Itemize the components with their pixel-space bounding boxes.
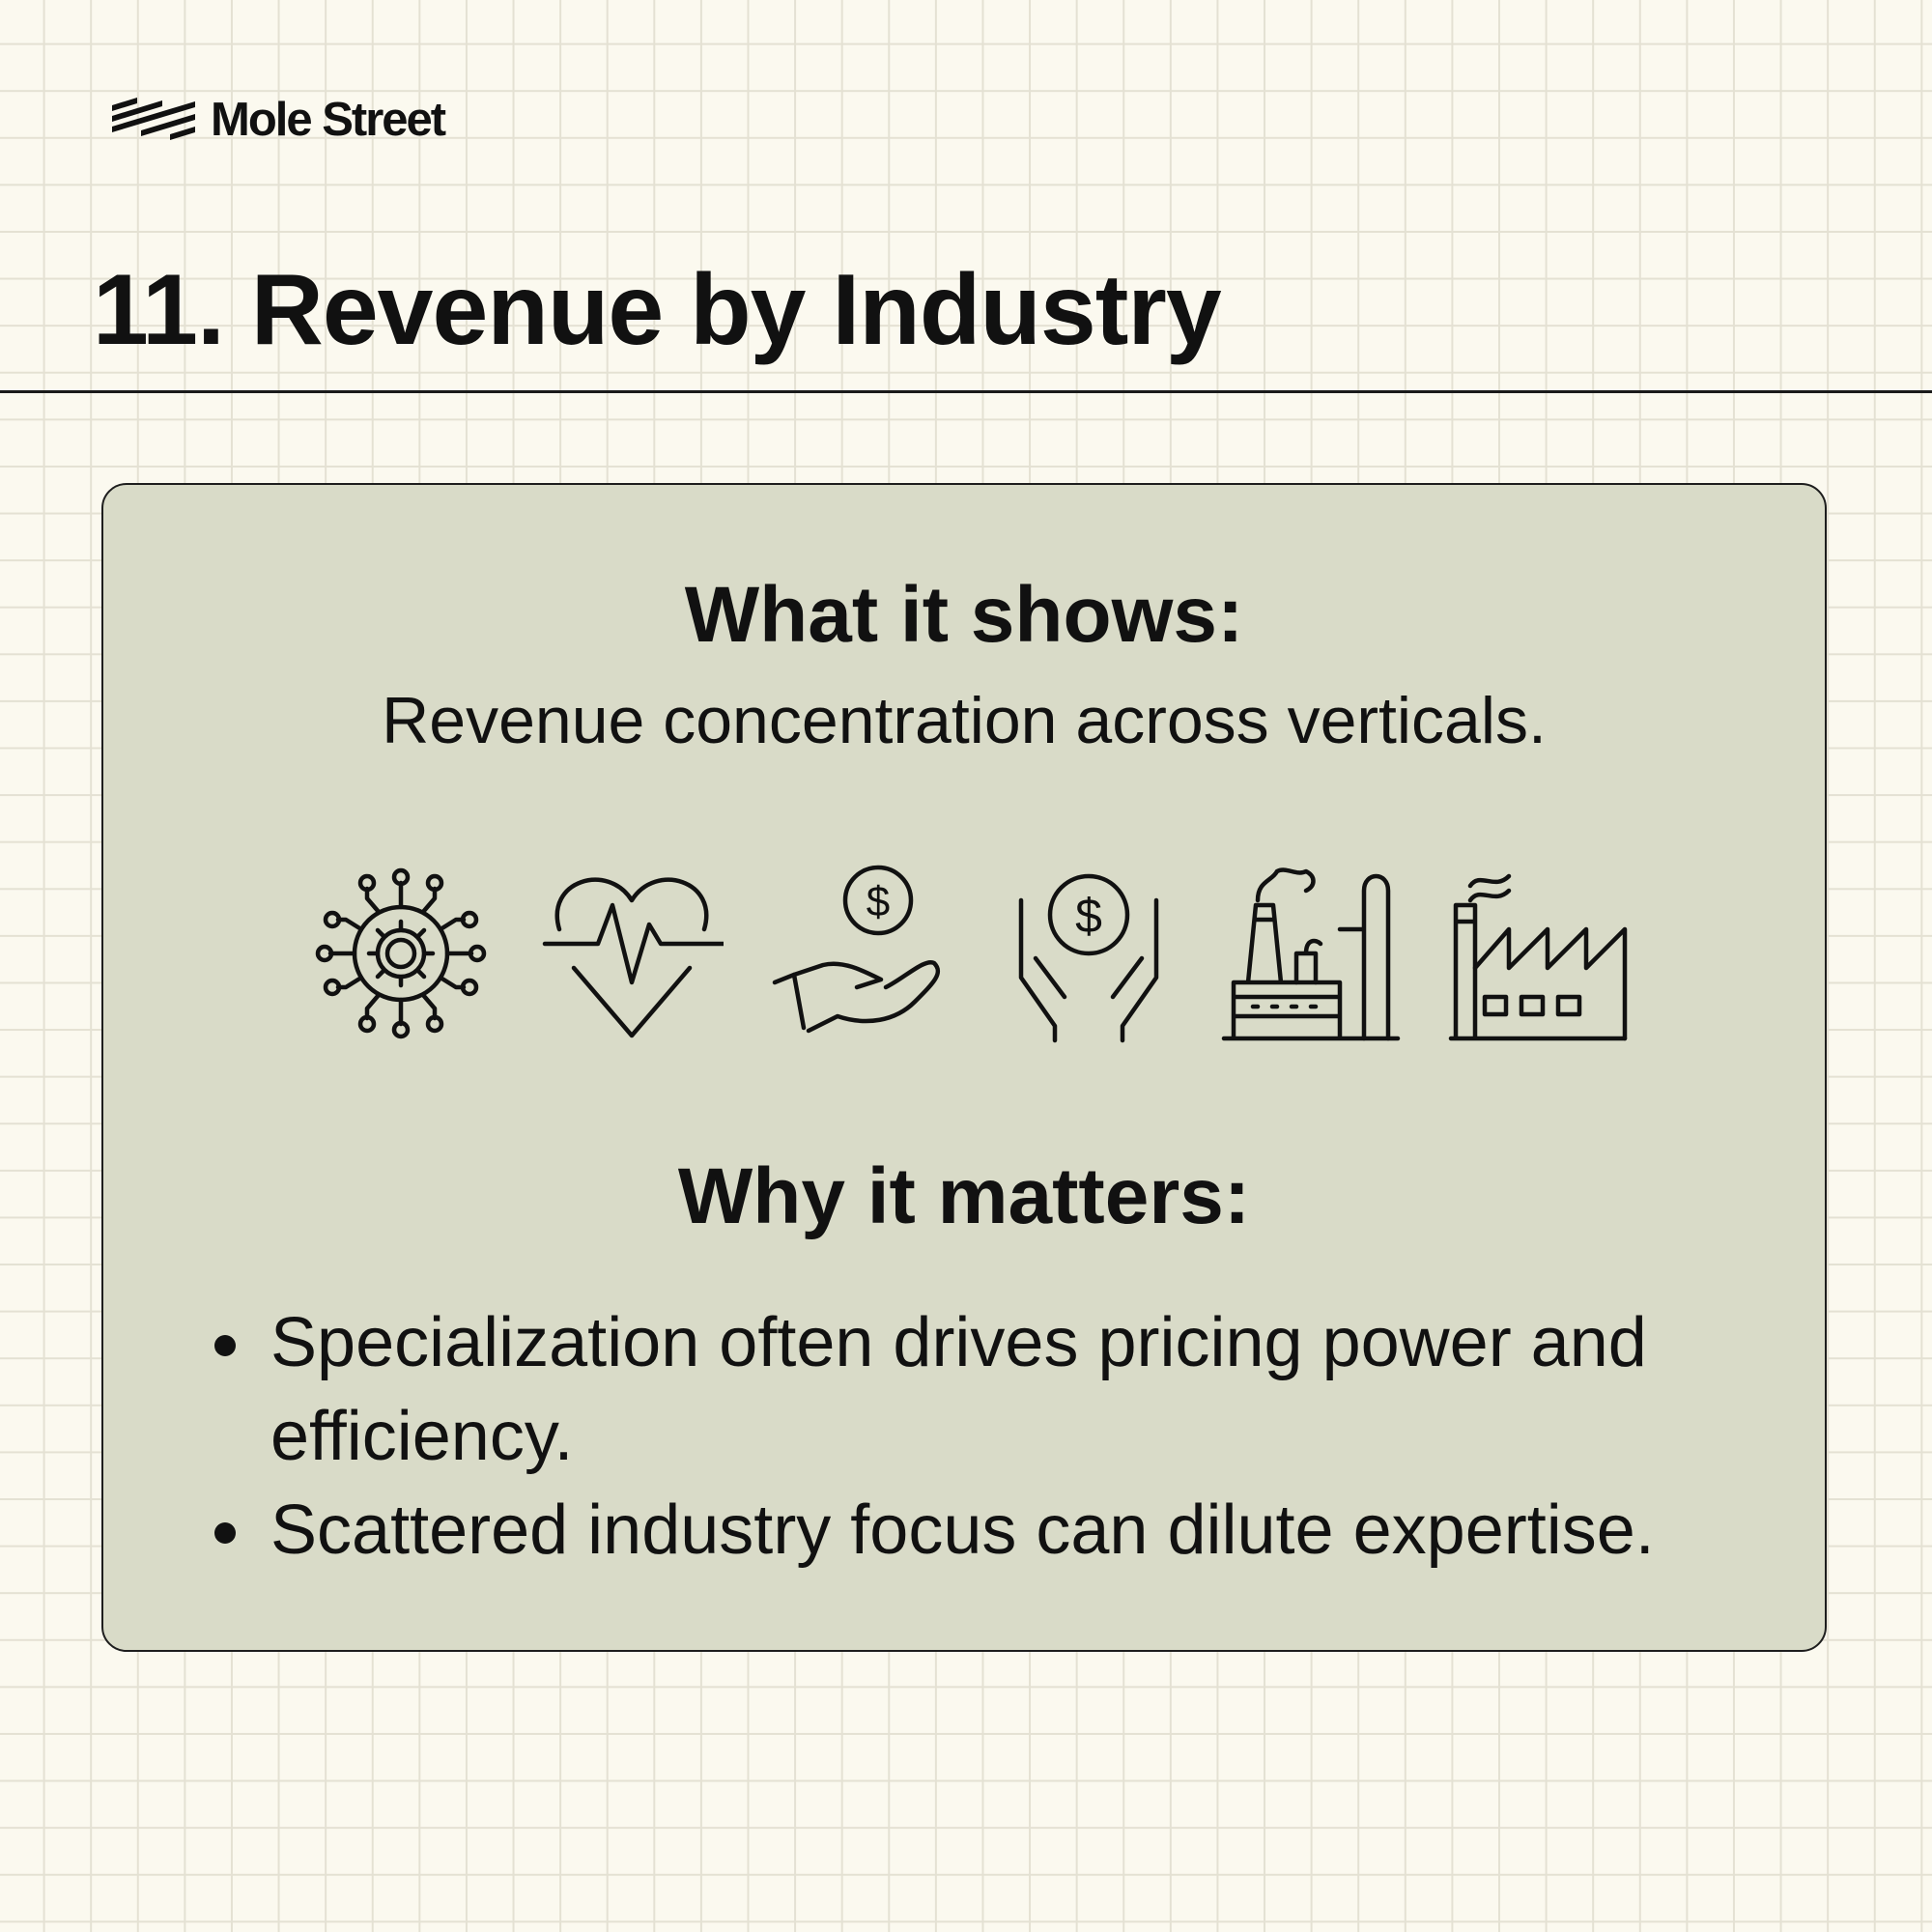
bullet-item: Specialization often drives pricing powe… xyxy=(205,1296,1799,1484)
energy-refinery-icon xyxy=(1221,867,1401,1041)
svg-text:$: $ xyxy=(867,878,890,925)
info-card: What it shows: Revenue concentration acr… xyxy=(101,483,1827,1652)
why-heading: Why it matters: xyxy=(677,1152,1251,1240)
manufacturing-factory-icon xyxy=(1448,873,1628,1041)
what-heading: What it shows: xyxy=(684,571,1244,659)
technology-gear-network-icon xyxy=(315,867,487,1039)
divider xyxy=(0,390,1932,393)
brand-logo: Mole Street xyxy=(112,93,446,147)
healthcare-heartbeat-icon xyxy=(542,877,724,1038)
brand-name: Mole Street xyxy=(211,94,446,146)
what-text: Revenue concentration across verticals. xyxy=(382,684,1547,757)
finance-hand-coin-icon: $ xyxy=(772,865,941,1034)
industry-icons: $ $ xyxy=(103,862,1825,1045)
svg-text:$: $ xyxy=(1075,889,1102,943)
insurance-hands-coin-icon: $ xyxy=(1018,873,1159,1043)
bullet-list: Specialization often drives pricing powe… xyxy=(205,1296,1799,1577)
page-title: 11. Revenue by Industry xyxy=(93,254,1222,366)
stripes-logo-icon xyxy=(112,98,195,140)
bullet-item: Scattered industry focus can dilute expe… xyxy=(205,1484,1799,1577)
